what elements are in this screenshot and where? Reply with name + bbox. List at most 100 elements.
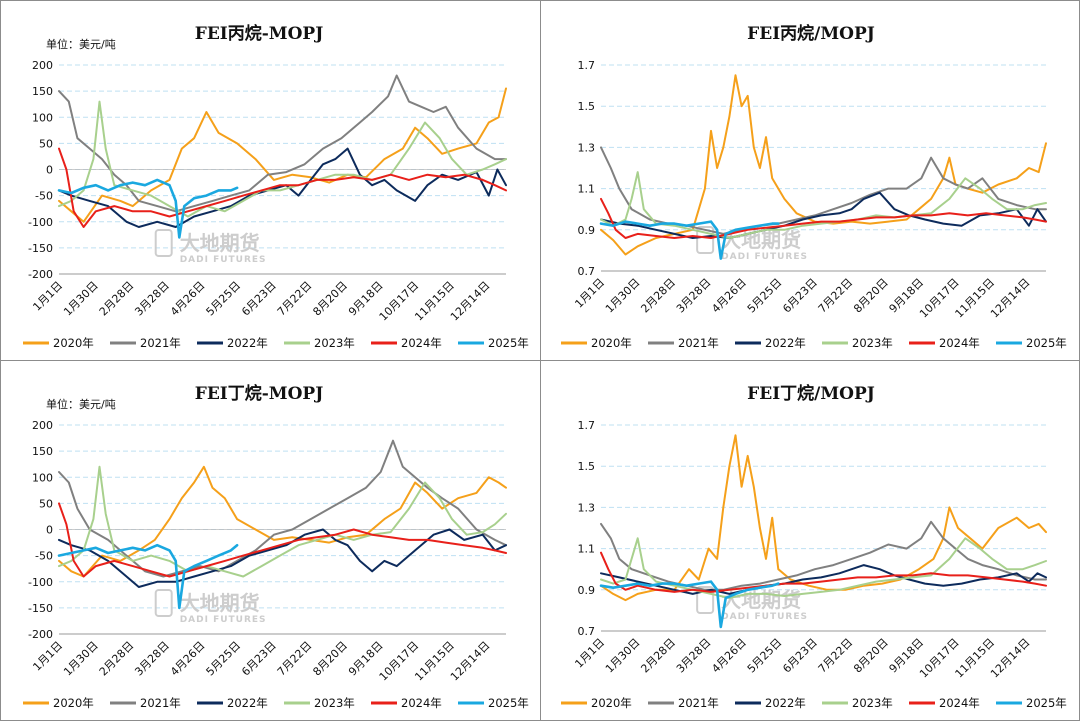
chart-svg-butane-spread: FEI丁烷-MOPJ 单位：美元/吨 200 150 100 50 0 -50 -100 -150… <box>23 383 529 710</box>
legend-label: 2023年 <box>314 696 355 710</box>
legend-label: 2022年 <box>227 336 268 350</box>
legend: 2020年 2021年 2022年 2023年 2024年 2025年 <box>561 696 1067 710</box>
series-line-2024年 <box>600 197 1047 239</box>
chart-title: FEI丁烷-MOPJ <box>195 383 324 404</box>
x-tick-label: 8月20日 <box>851 276 891 316</box>
legend: 2020年 2021年 2022年 2023年 2024年 2025年 <box>561 336 1067 350</box>
legend-label: 2020年 <box>591 336 632 350</box>
series-line-2025年 <box>57 178 239 239</box>
x-tick-label: 6月23日 <box>239 639 279 679</box>
y-tick-label: -50 <box>35 550 53 563</box>
legend-label: 2024年 <box>401 336 442 350</box>
x-tick-label: 8月20日 <box>310 279 350 319</box>
series-lines <box>599 74 1047 260</box>
y-tick-label: -150 <box>28 242 53 255</box>
y-tick-label: -50 <box>35 190 53 203</box>
x-tick-label: 5月25日 <box>204 639 244 679</box>
series-line-2021年 <box>58 74 507 213</box>
legend-label: 2021年 <box>678 696 719 710</box>
watermark-text: 大地期货 <box>180 231 260 255</box>
y-tick-label: 0 <box>46 164 53 177</box>
chart-svg-propane-spread: FEI丙烷-MOPJ 单位：美元/吨 200 150 100 50 0 -50 -100 -150… <box>23 23 529 350</box>
x-tick-label: 8月20日 <box>851 636 891 676</box>
watermark-text: 大地期货 <box>721 588 801 612</box>
y-tick-label: 200 <box>32 419 53 432</box>
series-lines <box>57 74 507 239</box>
legend-label: 2024年 <box>939 696 980 710</box>
legend: 2020年 2021年 2022年 2023年 2024年 2025年 <box>23 336 529 350</box>
y-tick-label: 1.5 <box>578 100 596 113</box>
y-tick-label: 1.5 <box>578 460 596 473</box>
series-line-2020年 <box>600 74 1047 256</box>
x-tick-label: 6月23日 <box>780 636 820 676</box>
y-tick-label: 100 <box>32 471 53 484</box>
y-tick-label: 50 <box>39 137 53 150</box>
x-tick-label: 6月23日 <box>780 276 820 316</box>
watermark-subtext: DADI FUTURES <box>721 252 808 262</box>
series-line-2023年 <box>600 171 1047 239</box>
x-tick-label: 6月23日 <box>239 279 279 319</box>
legend-label: 2025年 <box>488 696 529 710</box>
gridlines <box>601 424 1046 591</box>
series-line-2022年 <box>58 147 507 228</box>
legend-label: 2025年 <box>488 336 529 350</box>
x-tick-label: 8月20日 <box>310 639 350 679</box>
x-tick-label: 2月28日 <box>97 279 137 319</box>
y-tick-label: 1.7 <box>578 59 596 72</box>
x-tick-label: 7月22日 <box>275 279 315 319</box>
chart-panel-propane-spread: FEI丙烷-MOPJ 单位：美元/吨 200 150 100 50 0 -50 -100 -150… <box>0 0 541 361</box>
y-tick-label: 200 <box>32 59 53 72</box>
legend-label: 2021年 <box>678 336 719 350</box>
gridlines <box>601 64 1046 231</box>
y-tick-label: -200 <box>28 628 53 641</box>
y-tick-label: 1.3 <box>578 501 596 514</box>
y-tick-label: 150 <box>32 445 53 458</box>
x-tick-label: 1月30日 <box>603 636 643 676</box>
y-tick-label: 150 <box>32 85 53 98</box>
watermark-text: 大地期货 <box>180 591 260 615</box>
y-tick-label: 50 <box>39 497 53 510</box>
series-line-2025年 <box>599 580 780 629</box>
series-line-2021年 <box>600 520 1047 591</box>
y-tick-label: 1.1 <box>578 183 596 196</box>
x-tick-label: 1月1日 <box>30 279 65 314</box>
y-tick-label: 0 <box>46 524 53 537</box>
unit-label: 单位：美元/吨 <box>46 397 116 411</box>
watermark-subtext: DADI FUTURES <box>180 255 267 265</box>
y-tick-label: 1.3 <box>578 141 596 154</box>
x-tick-label: 1月1日 <box>572 636 607 671</box>
x-tick-label: 12月14日 <box>988 276 1033 321</box>
chart-title: FEI丙烷-MOPJ <box>195 23 324 44</box>
legend: 2020年 2021年 2022年 2023年 2024年 2025年 <box>23 696 529 710</box>
chart-panel-butane-ratio: FEI丁烷/MOPJ 1.7 1.5 1.3 1.1 0.9 0.7 1月1日 1月30日 2月2… <box>540 360 1080 721</box>
y-tick-label: -200 <box>28 268 53 281</box>
x-tick-label: 3月28日 <box>132 279 172 319</box>
chart-panel-butane-spread: FEI丁烷-MOPJ 单位：美元/吨 200 150 100 50 0 -50 -100 -150… <box>0 360 541 721</box>
x-tick-label: 1月30日 <box>61 279 101 319</box>
x-tick-label: 3月28日 <box>674 636 714 676</box>
legend-label: 2022年 <box>765 336 806 350</box>
series-line-2023年 <box>58 100 507 218</box>
y-tick-label: -100 <box>28 216 53 229</box>
x-tick-label: 5月25日 <box>204 279 244 319</box>
x-tick-label: 4月26日 <box>709 636 749 676</box>
series-line-2023年 <box>600 537 1047 599</box>
legend-label: 2024年 <box>939 336 980 350</box>
legend-label: 2020年 <box>53 336 94 350</box>
y-tick-label: 1.7 <box>578 419 596 432</box>
x-tick-label: 5月25日 <box>745 276 785 316</box>
series-line-2022年 <box>58 528 507 588</box>
series-line-2025年 <box>599 220 780 260</box>
x-tick-label: 4月26日 <box>168 639 208 679</box>
series-lines <box>599 434 1047 629</box>
legend-label: 2023年 <box>852 336 893 350</box>
legend-label: 2022年 <box>765 696 806 710</box>
series-line-2024年 <box>600 551 1047 593</box>
legend-label: 2021年 <box>140 336 181 350</box>
series-line-2024年 <box>58 147 507 228</box>
x-tick-label: 4月26日 <box>709 276 749 316</box>
x-tick-label: 3月28日 <box>674 276 714 316</box>
